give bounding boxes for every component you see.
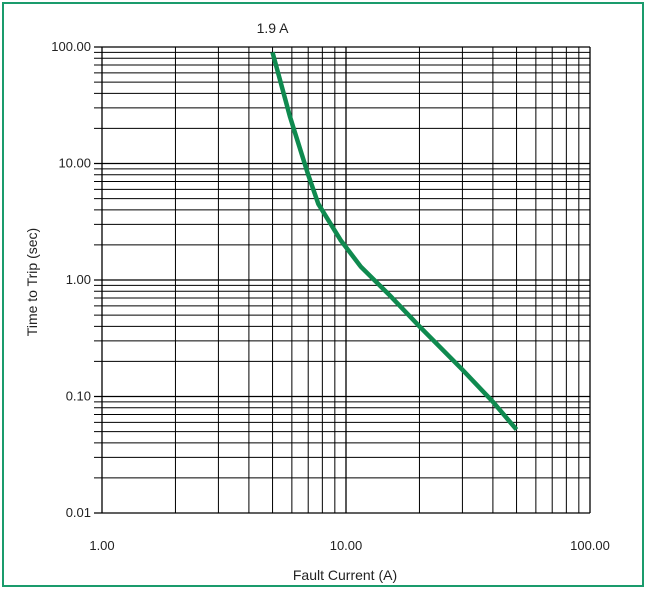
curve-rating-annotation: 1.9 A: [257, 20, 290, 36]
chart-border: [3, 3, 643, 586]
x-axis-label: Fault Current (A): [293, 567, 397, 583]
x-tick-label: 10.00: [330, 538, 363, 553]
annotations: 1.9 A: [257, 20, 290, 36]
x-tick-label: 1.00: [89, 538, 114, 553]
y-tick-label: 10.00: [58, 156, 91, 171]
y-tick-label: 0.10: [66, 389, 91, 404]
x-tick-label: 100.00: [570, 538, 610, 553]
y-tick-label: 100.00: [51, 39, 91, 54]
y-axis-label: Time to Trip (sec): [24, 228, 40, 336]
y-tick-label: 0.01: [66, 505, 91, 520]
y-tick-label: 1.00: [66, 272, 91, 287]
